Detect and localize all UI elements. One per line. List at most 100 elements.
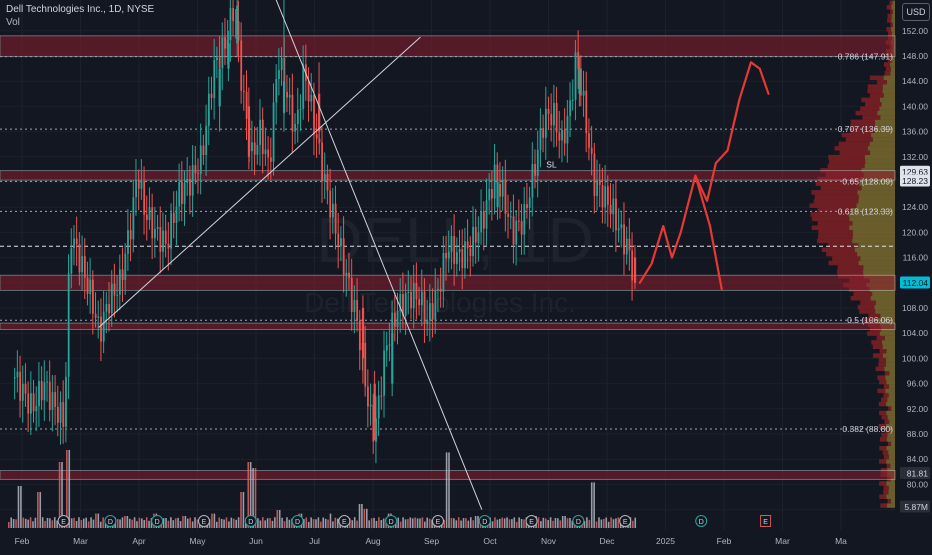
candle-body [318, 93, 321, 132]
price-tick-label: 80.00 [907, 479, 929, 489]
candle-body [491, 189, 493, 199]
projection-drawing[interactable] [638, 61, 770, 291]
volume-bar [39, 492, 42, 528]
candle-body [534, 164, 536, 176]
volume-bar [544, 518, 547, 528]
candle-body [27, 393, 30, 414]
candle-body [578, 68, 581, 94]
candle-body [129, 230, 132, 240]
profile-bar-buy [864, 163, 895, 169]
fib-level-label: 0.5 (106.06) [847, 315, 893, 325]
volume-bar [368, 520, 370, 528]
event-marker-circle [244, 515, 257, 527]
candle-body [361, 308, 365, 359]
price-label: 129.63 [902, 167, 928, 177]
fib-levels[interactable]: 0.786 (147.91) 0.707 (136.39) 0.65 (128.09… [0, 52, 895, 434]
profile-bar-sell [880, 503, 887, 508]
candle-body [356, 300, 359, 321]
volume-bar [501, 517, 504, 528]
candle-body [496, 182, 499, 208]
candle-body [633, 257, 637, 283]
volume-bar [266, 518, 269, 528]
candle-body [108, 304, 111, 314]
price-label: 5.87M [904, 502, 928, 512]
profile-bar-buy [893, 22, 895, 28]
volume-bar [97, 513, 100, 528]
candle-body [127, 230, 129, 254]
volume-bar [225, 517, 228, 528]
profile-bar-sell [888, 406, 892, 411]
candle-body [485, 200, 488, 229]
volume-bar [126, 516, 129, 528]
volume-bar [162, 518, 165, 528]
volume-bar [334, 517, 337, 528]
profile-bar-sell [826, 251, 858, 257]
profile-bar-buy [885, 375, 895, 380]
profile-bar-sell [879, 445, 887, 451]
price-axis[interactable]: 152.00 148.00 144.00 140.00 136.00 132.00 128.… [896, 0, 932, 530]
volume-bar [511, 519, 513, 528]
volume-bar [554, 517, 557, 528]
candle-body [367, 386, 369, 407]
profile-bar-buy [890, 62, 895, 67]
profile-bar-sell [867, 88, 883, 94]
volume-bar [491, 521, 494, 528]
volume-bar [380, 519, 383, 528]
profile-bar-sell [887, 498, 891, 504]
candle-body [35, 406, 38, 412]
volume-bar [283, 521, 286, 528]
profile-bar-sell [888, 57, 892, 63]
profile-bar-sell [811, 225, 850, 230]
volume-bar [397, 517, 400, 528]
volume-bar [320, 521, 322, 528]
trendlines[interactable] [98, 0, 483, 510]
zone-rect [0, 35, 896, 58]
volume-bar [508, 519, 511, 528]
candle-body [132, 197, 135, 240]
profile-bar-buy [857, 190, 895, 195]
price-tick-label: 96.00 [907, 379, 929, 389]
volume-bar [515, 521, 518, 528]
candle-body [561, 129, 563, 141]
currency-button[interactable]: USD [902, 3, 930, 21]
time-tick-label: Sep [424, 536, 439, 546]
volume-bar [24, 518, 27, 528]
candle-body [86, 277, 89, 295]
candle-body [288, 94, 291, 98]
event-marker-label: E [61, 519, 66, 526]
profile-bar-buy [890, 71, 895, 76]
fib-level-label: 0.707 (136.39) [838, 124, 893, 134]
profile-bar-sell [867, 331, 880, 336]
candle-body [186, 179, 189, 183]
volume-bar [499, 518, 501, 528]
profile-bar-sell [889, 0, 893, 6]
volume-bar [542, 517, 545, 528]
volume-bar [523, 519, 525, 528]
profile-bar-sell [811, 216, 850, 222]
candle-body [625, 238, 628, 255]
profile-bar-sell [859, 309, 876, 314]
profile-bar-sell [818, 234, 853, 239]
candle-body [183, 182, 186, 205]
profile-bar-buy [848, 212, 895, 217]
candle-body [259, 119, 261, 146]
candle-body [162, 230, 164, 252]
candle-body [447, 251, 450, 259]
candle-body [70, 248, 73, 274]
profile-bar-buy [885, 388, 895, 394]
volume-bar [457, 517, 460, 528]
price-tick-label: 136.00 [902, 127, 928, 137]
volume-bar [102, 517, 104, 528]
volume-bar [303, 518, 305, 528]
volume-bar [131, 519, 133, 528]
candle-body [294, 123, 297, 132]
profile-bar-buy [870, 150, 895, 155]
time-axis[interactable]: Feb Mar Apr May Jun Jul Aug Sep Oct Nov Dec 2025 Feb… [0, 530, 932, 550]
zones[interactable] [0, 35, 896, 480]
profile-bar-buy [886, 423, 895, 429]
time-tick-label: Feb [717, 536, 732, 546]
volume-bar [44, 520, 46, 528]
